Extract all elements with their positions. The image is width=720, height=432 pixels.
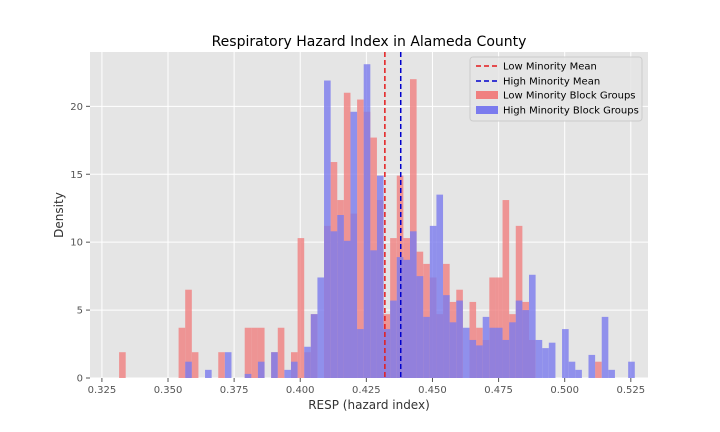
- bar-high-minority: [469, 339, 477, 378]
- bar-high-minority: [185, 361, 192, 378]
- x-tick-label: 0.400: [286, 385, 315, 396]
- x-tick-label: 0.500: [550, 385, 579, 396]
- bar-low-minority: [343, 92, 351, 378]
- bar-high-minority: [370, 250, 377, 378]
- bar-high-minority: [548, 342, 556, 378]
- x-tick-label: 0.525: [616, 385, 645, 396]
- y-tick-label: 10: [70, 238, 83, 249]
- y-tick-label: 0: [77, 374, 83, 385]
- bar-low-minority: [218, 352, 225, 378]
- legend-label-low-groups: Low Minority Block Groups: [503, 91, 636, 102]
- y-axis-label: Density: [52, 192, 66, 238]
- bar-low-minority: [185, 289, 192, 378]
- bar-high-minority: [462, 327, 470, 378]
- bar-high-minority: [562, 329, 569, 378]
- bar-high-minority: [476, 345, 483, 378]
- mean-lines: [384, 52, 402, 378]
- bar-high-minority: [324, 80, 331, 379]
- bar-high-minority: [482, 316, 490, 378]
- bar-high-minority: [304, 346, 311, 378]
- bar-high-minority: [205, 369, 212, 378]
- x-tick-label: 0.350: [154, 385, 183, 396]
- bar-low-minority: [297, 238, 305, 378]
- bar-high-minority: [350, 111, 358, 379]
- legend: Low Minority Mean High Minority Mean Low…: [469, 56, 643, 122]
- bar-low-minority: [595, 361, 602, 378]
- bar-high-minority: [244, 373, 252, 378]
- bar-high-minority: [376, 175, 384, 378]
- bar-high-minority: [390, 300, 397, 378]
- y-ticks: 0 5 10 15 20: [70, 102, 90, 385]
- bar-low-minority: [357, 99, 364, 379]
- legend-label-high-mean: High Minority Mean: [503, 77, 600, 88]
- x-tick-label: 0.375: [220, 385, 249, 396]
- legend-swatch-high-groups: [476, 106, 498, 114]
- bar-high-minority: [542, 348, 549, 378]
- bar-high-minority: [568, 361, 576, 378]
- bar-high-minority: [628, 361, 635, 378]
- bar-high-minority: [528, 274, 536, 378]
- bar-high-minority: [429, 225, 437, 378]
- bar-high-minority: [409, 231, 417, 378]
- bar-high-minority: [601, 316, 609, 378]
- y-tick-label: 5: [77, 306, 83, 317]
- bar-high-minority: [535, 339, 543, 378]
- legend-box: [469, 56, 643, 122]
- y-tick-label: 15: [70, 170, 83, 181]
- bar-high-minority: [509, 322, 516, 378]
- bar-high-minority: [357, 329, 364, 378]
- bar-high-minority: [456, 300, 463, 378]
- bar-high-minority: [403, 259, 410, 378]
- x-tick-label: 0.325: [88, 385, 117, 396]
- bar-high-minority: [330, 231, 338, 378]
- bar-high-minority: [495, 327, 503, 378]
- bar-low-minority: [251, 327, 258, 378]
- bar-high-minority: [588, 354, 596, 378]
- bar-high-minority: [224, 352, 232, 378]
- bar-high-minority: [363, 64, 371, 378]
- bar-high-minority: [443, 295, 450, 378]
- bar-high-minority: [343, 240, 351, 378]
- legend-swatch-low-groups: [476, 91, 498, 99]
- bar-high-minority: [515, 300, 523, 378]
- bar-high-minority: [416, 276, 424, 378]
- bar-high-minority: [449, 322, 457, 378]
- bar-high-minority: [436, 194, 444, 378]
- bar-low-minority: [257, 327, 265, 378]
- x-axis-label: RESP (hazard index): [308, 398, 430, 412]
- chart-title: Respiratory Hazard Index in Alameda Coun…: [212, 34, 527, 50]
- bar-high-minority: [310, 314, 318, 378]
- bar-high-minority: [575, 369, 582, 378]
- x-ticks: 0.325 0.350 0.375 0.400 0.425 0.450 0.475 0.500…: [88, 378, 645, 396]
- bar-high-minority: [522, 310, 529, 378]
- bar-low-minority: [119, 352, 126, 378]
- bar-low-minority: [277, 327, 285, 378]
- x-tick-label: 0.475: [484, 385, 513, 396]
- bar-low-minority: [409, 79, 417, 379]
- bar-high-minority: [317, 277, 325, 378]
- legend-label-high-groups: High Minority Block Groups: [503, 106, 639, 117]
- bar-high-minority: [423, 316, 430, 378]
- bar-low-minority: [178, 327, 186, 378]
- bar-high-minority: [284, 369, 291, 378]
- bar-high-minority: [271, 352, 278, 378]
- bar-high-minority: [257, 361, 265, 378]
- x-tick-label: 0.425: [352, 385, 381, 396]
- bar-high-minority: [290, 361, 298, 378]
- x-tick-label: 0.450: [418, 385, 447, 396]
- legend-label-low-mean: Low Minority Mean: [503, 62, 597, 73]
- bar-high-minority: [383, 329, 391, 378]
- bar-high-minority: [337, 215, 344, 378]
- bar-high-minority: [489, 327, 496, 378]
- bar-low-minority: [191, 352, 199, 378]
- bar-low-minority: [244, 327, 252, 378]
- bar-low-minority: [502, 200, 510, 378]
- y-tick-label: 20: [70, 102, 83, 113]
- high-minority-bars: [185, 64, 635, 379]
- bar-high-minority: [502, 339, 510, 378]
- bar-high-minority: [608, 369, 615, 378]
